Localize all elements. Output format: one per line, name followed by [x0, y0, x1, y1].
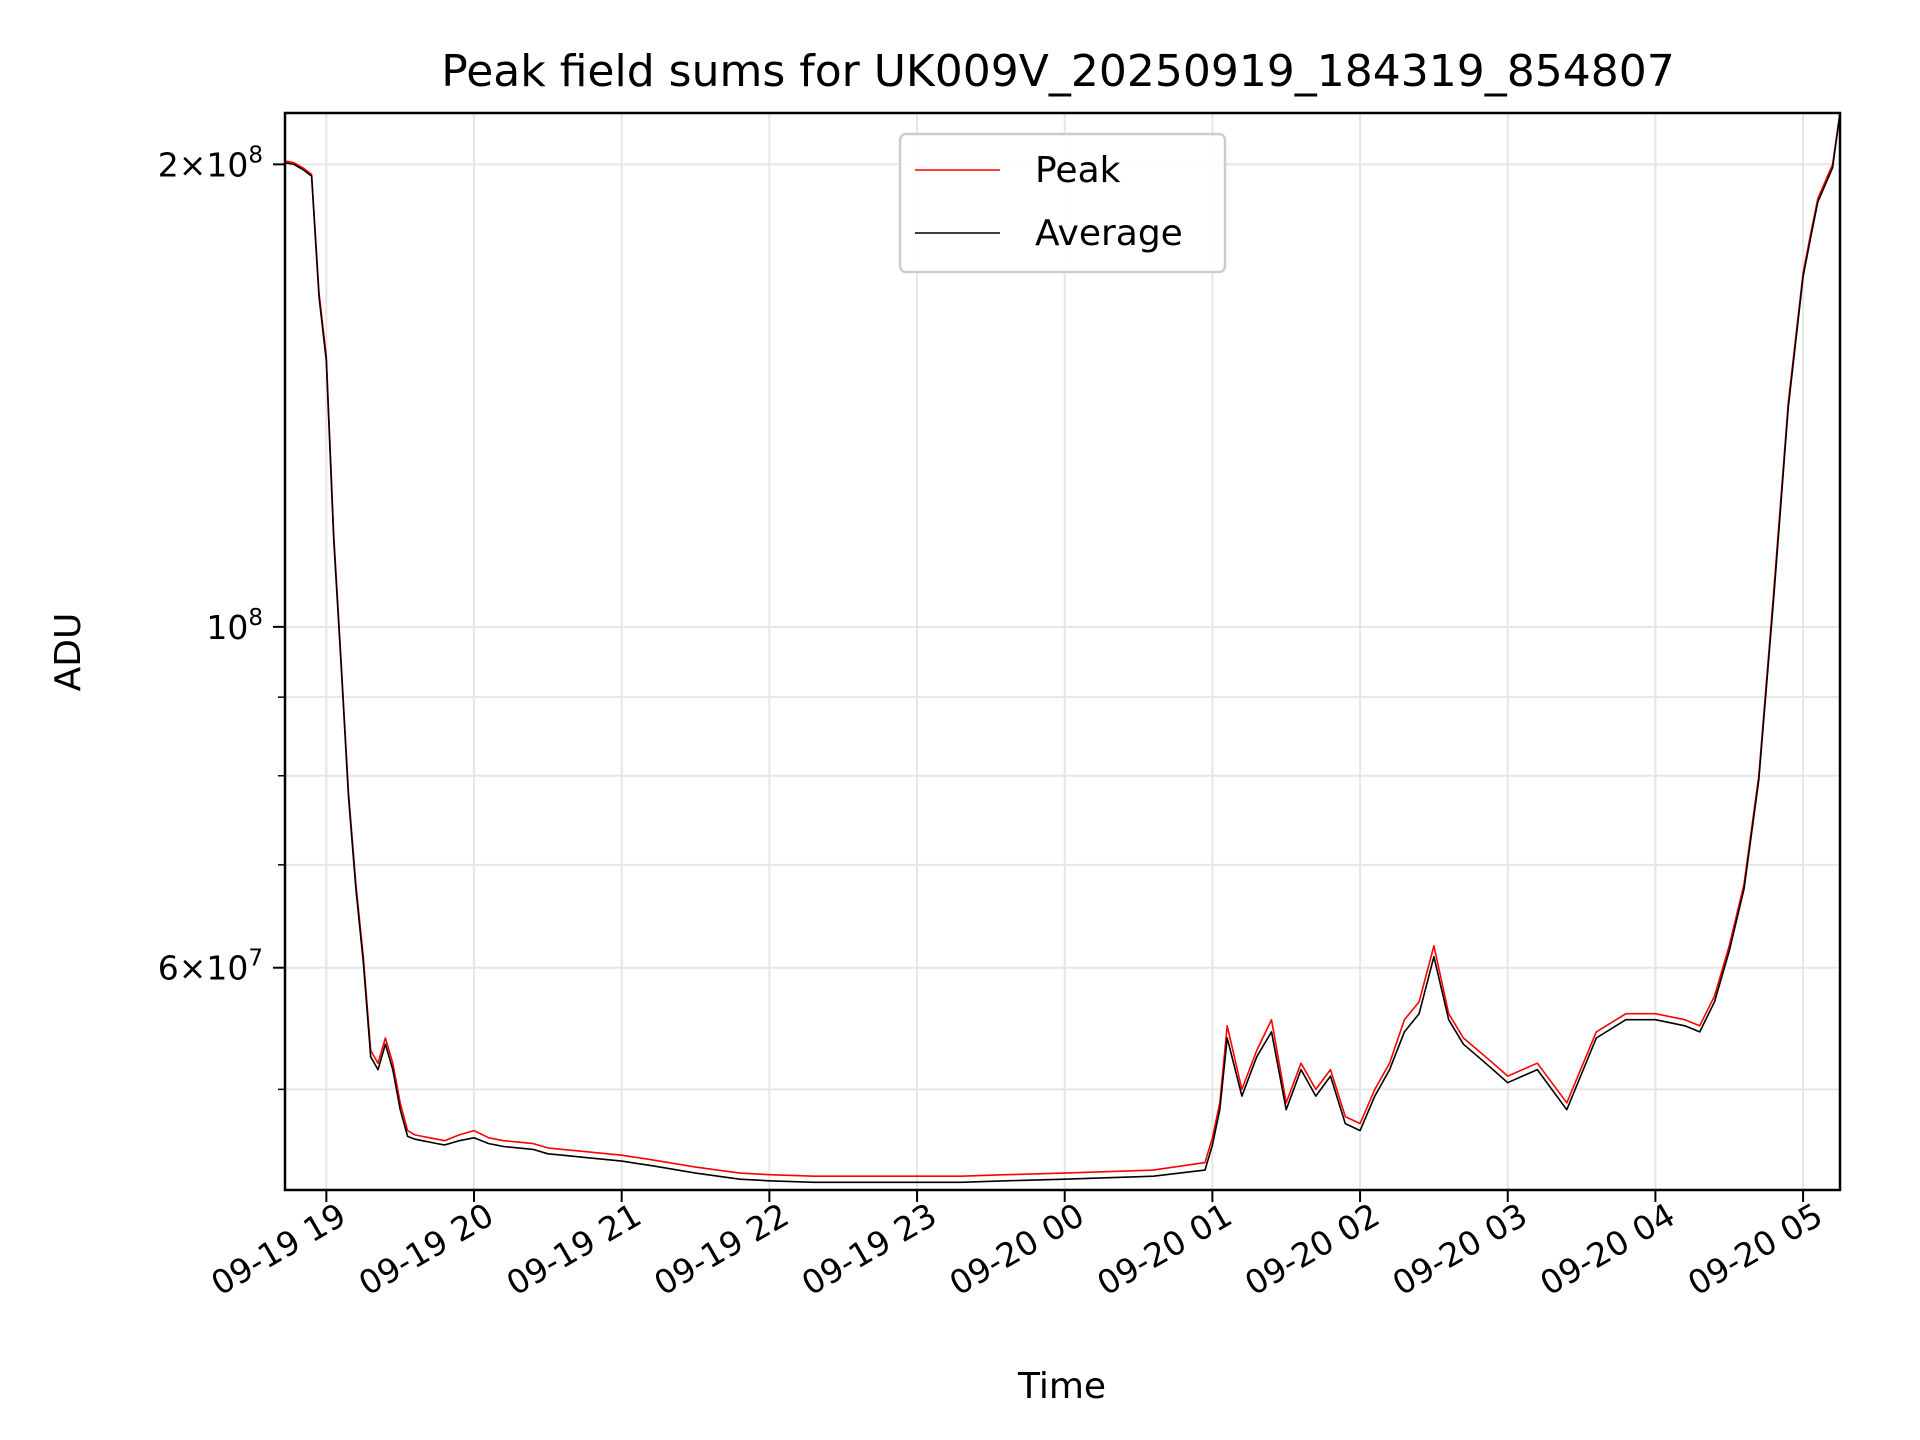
x-tick-label: 09-20 01 — [1090, 1195, 1238, 1303]
x-tick-label: 09-20 02 — [1238, 1195, 1386, 1303]
x-tick-label: 09-19 19 — [204, 1195, 352, 1303]
series-area — [284, 112, 1841, 1184]
y-tick-label: 2×108 — [158, 142, 263, 184]
x-tick-label: 09-20 05 — [1681, 1195, 1829, 1303]
x-tick-label: 09-19 23 — [795, 1195, 943, 1303]
legend: Peak Average — [898, 132, 1227, 274]
x-tick-label: 09-20 03 — [1386, 1195, 1534, 1303]
plot-frame — [283, 111, 1842, 1192]
grid — [285, 113, 1840, 1190]
x-axis-label: Time — [1017, 1366, 1106, 1407]
series-line-peak — [284, 112, 1841, 1177]
y-tick-label: 6×107 — [158, 946, 263, 988]
y-tick-exponent: 7 — [248, 946, 263, 972]
y-tick-base: 6×10 — [158, 949, 249, 988]
chart-title: Peak field sums for UK009V_20250919_1843… — [441, 46, 1674, 97]
x-tick-label: 09-19 20 — [352, 1195, 500, 1303]
legend-label-average: Average — [1035, 213, 1183, 254]
y-tick-base: 2×10 — [158, 145, 249, 184]
legend-box — [898, 132, 1227, 274]
x-tick-label: 09-20 00 — [943, 1195, 1091, 1303]
legend-label-peak: Peak — [1035, 150, 1121, 191]
x-tick-label: 09-19 22 — [647, 1195, 795, 1303]
x-tick-label: 09-19 21 — [500, 1195, 648, 1303]
y-tick-label: 108 — [206, 605, 263, 647]
y-tick-base: 10 — [206, 608, 248, 647]
series-line-average — [284, 112, 1841, 1184]
x-tick-label: 09-20 04 — [1533, 1195, 1681, 1303]
y-axis-label: ADU — [48, 613, 89, 692]
y-tick-exponent: 8 — [248, 142, 263, 168]
x-axis: 09-19 19 09-19 20 09-19 21 09-19 22 09-19 23… — [204, 1190, 1829, 1303]
y-tick-exponent: 8 — [248, 605, 263, 631]
